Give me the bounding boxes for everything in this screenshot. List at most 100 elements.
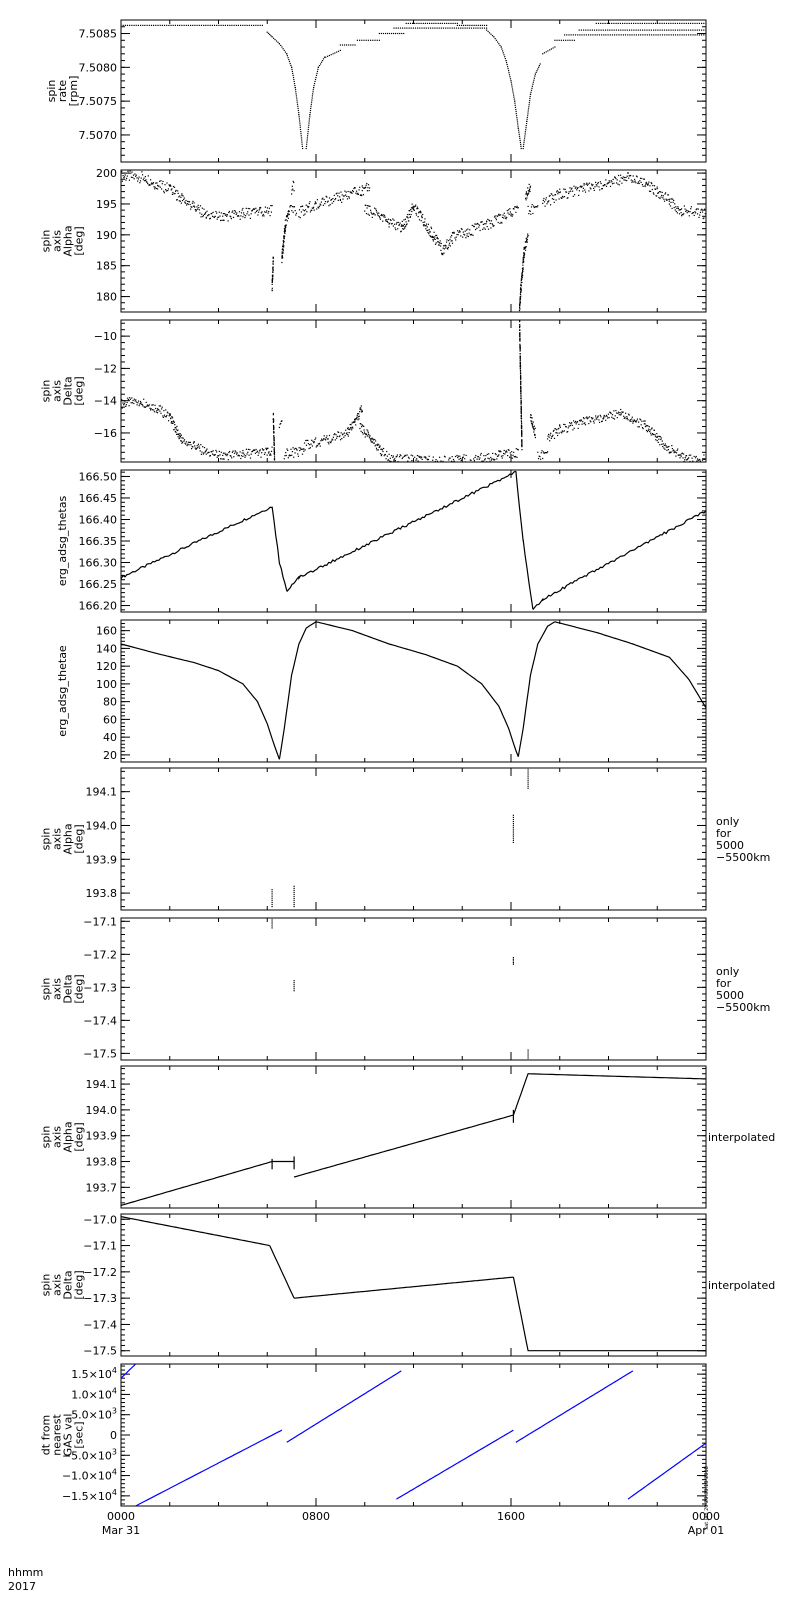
data-point: [421, 215, 423, 217]
data-point: [625, 418, 627, 420]
data-point: [140, 402, 142, 404]
data-point: [467, 235, 469, 238]
data-point: [432, 238, 434, 241]
data-point: [403, 463, 404, 464]
data-point: [268, 210, 270, 213]
data-point: [455, 27, 458, 29]
data-point: [443, 248, 445, 250]
data-point: [409, 22, 412, 24]
data-point: [185, 443, 187, 445]
data-point: [490, 33, 492, 35]
data-point: [278, 43, 280, 45]
data-point: [408, 213, 410, 216]
data-point: [214, 215, 216, 217]
data-point: [360, 423, 362, 425]
data-point: [587, 183, 589, 185]
data-point: [150, 409, 152, 411]
data-point: [335, 193, 337, 195]
data-point: [403, 32, 405, 35]
data-point: [521, 272, 523, 274]
data-point: [169, 414, 171, 416]
data-point: [648, 426, 650, 428]
data-point: [671, 198, 673, 200]
data-point: [309, 444, 311, 446]
data-point: [275, 40, 278, 42]
data-point: [619, 22, 621, 24]
data-point: [520, 420, 522, 422]
data-point: [532, 81, 534, 83]
data-point: [176, 199, 178, 201]
data-point: [121, 170, 123, 173]
plot-frame: [120, 319, 707, 463]
data-point: [209, 455, 211, 457]
data-point: [270, 211, 272, 213]
data-point: [374, 207, 376, 209]
data-point: [423, 224, 425, 226]
data-point: [578, 420, 581, 422]
data-point: [615, 22, 617, 24]
data-point: [528, 192, 530, 194]
data-point: [527, 233, 529, 235]
data-point: [423, 225, 425, 227]
data-point: [142, 179, 144, 181]
data-point: [334, 52, 336, 54]
data-point: [409, 216, 411, 218]
data-point: [532, 423, 534, 425]
data-point: [526, 120, 528, 122]
data-point: [366, 207, 368, 209]
data-point: [283, 458, 285, 460]
data-point: [548, 436, 550, 438]
data-point: [527, 1057, 529, 1059]
data-point: [611, 34, 614, 36]
data-point: [474, 456, 476, 458]
data-point: [688, 454, 690, 456]
data-point: [299, 124, 301, 126]
data-point: [533, 79, 535, 81]
data-point: [141, 171, 143, 173]
data-point: [392, 218, 394, 220]
data-point: [210, 213, 212, 215]
data-point: [250, 213, 252, 215]
data-point: [481, 27, 483, 29]
data-point: [584, 191, 587, 193]
data-point: [222, 454, 224, 456]
data-point: [265, 211, 267, 213]
data-point: [321, 60, 324, 62]
data-point: [487, 228, 490, 230]
data-point: [202, 446, 204, 448]
data-point: [260, 207, 262, 209]
data-point: [310, 103, 312, 105]
y-axis-label: [deg]: [73, 824, 86, 853]
data-point: [588, 190, 590, 192]
data-point: [309, 116, 311, 118]
data-point: [393, 32, 395, 35]
data-point: [606, 415, 608, 417]
data-point: [668, 200, 670, 202]
data-point: [163, 414, 166, 416]
data-point: [487, 457, 489, 459]
data-point: [483, 227, 485, 229]
data-point: [553, 429, 555, 432]
data-point: [682, 457, 684, 459]
data-point: [695, 455, 697, 458]
data-point: [294, 452, 296, 454]
data-point: [465, 24, 467, 26]
data-point: [492, 225, 494, 227]
data-point: [609, 181, 611, 183]
data-point: [311, 209, 313, 211]
data-point: [521, 278, 523, 280]
data-point: [196, 445, 198, 447]
data-point: [525, 191, 527, 193]
data-point: [339, 439, 342, 441]
data-point: [485, 455, 487, 457]
series-line: [121, 1160, 295, 1206]
data-point: [298, 447, 300, 449]
data-point: [650, 182, 652, 184]
data-point: [364, 432, 366, 435]
data-point: [690, 34, 692, 36]
data-point: [273, 454, 276, 456]
y-tick-label: −16: [94, 427, 117, 440]
data-point: [642, 185, 644, 187]
chart-panels: 7.50707.50757.50807.5085spinrate[rpm]180…: [40, 19, 775, 1537]
data-point: [126, 177, 128, 179]
